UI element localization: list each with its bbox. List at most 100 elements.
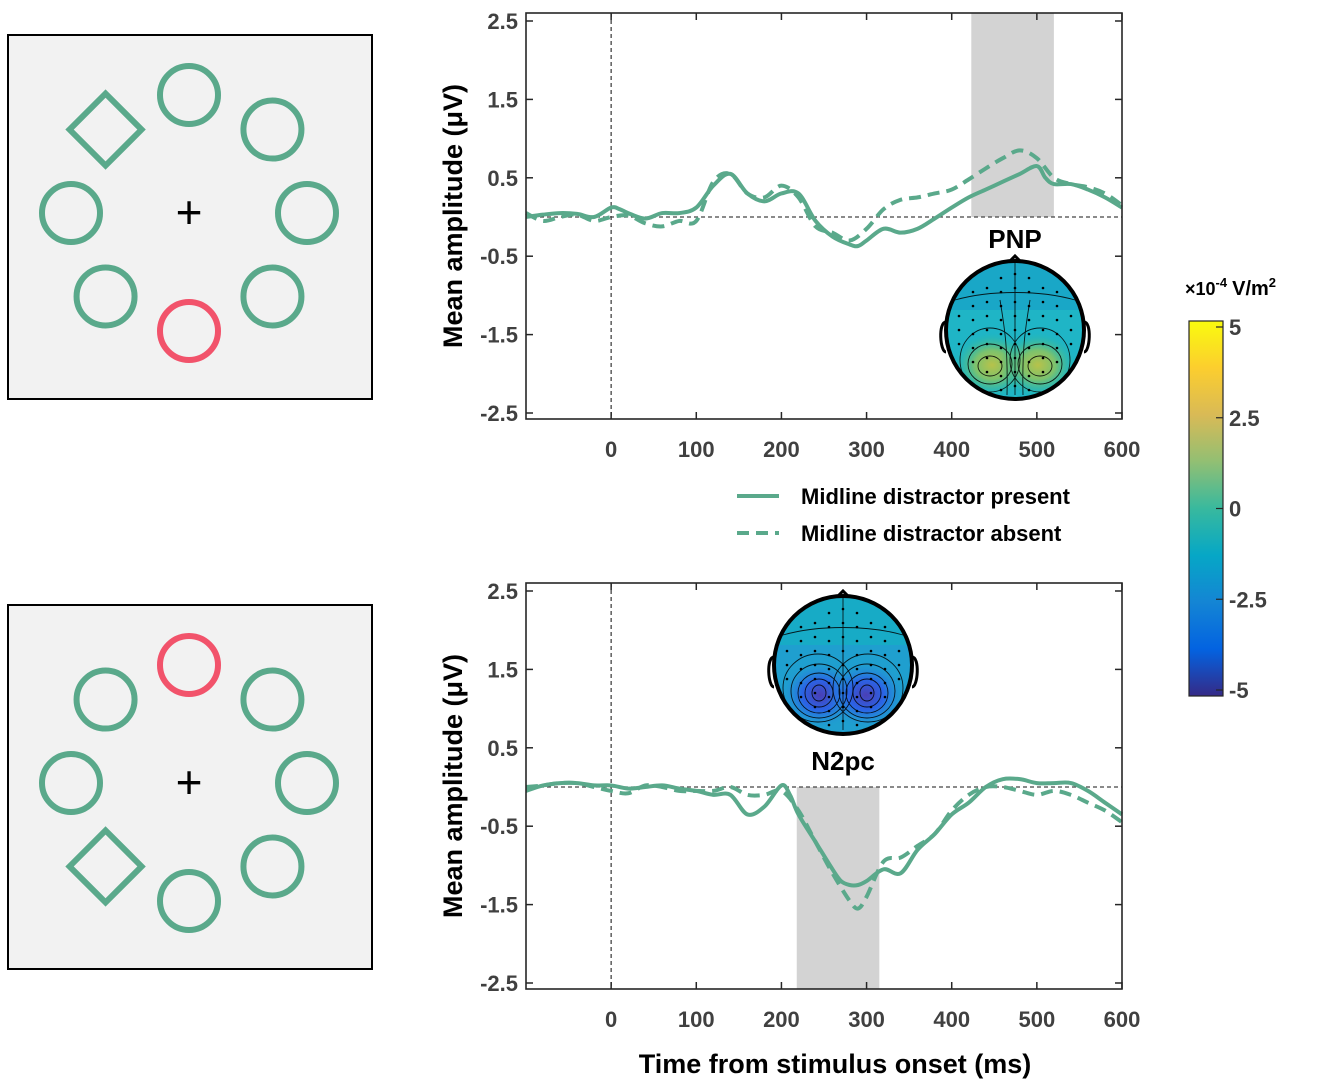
stimulus-circle (240, 97, 305, 162)
electrode-dot (813, 705, 817, 709)
electrode-dot (869, 649, 873, 653)
electrode-dot (1013, 300, 1017, 304)
electrode-dot (813, 635, 817, 639)
electrode-dot (827, 611, 831, 615)
electrode-dot (869, 705, 873, 709)
colorbar-tick-label: 0 (1229, 497, 1241, 522)
electrode-dot (1027, 318, 1031, 322)
electrode-dot (799, 695, 803, 699)
topo-label: N2pc (811, 746, 875, 776)
y-tick-label: -0.5 (480, 244, 518, 269)
ear-left-icon (939, 320, 947, 354)
electrode-dot (1013, 328, 1017, 332)
x-tick-label: 400 (933, 437, 970, 462)
x-tick-label: 600 (1104, 437, 1141, 462)
stimulus-circle (240, 264, 305, 329)
colorbar-tick-label: -5 (1229, 678, 1249, 703)
electrode-dot (855, 723, 859, 727)
electrode-dot (897, 649, 901, 653)
electrode-dot (855, 709, 859, 713)
electrode-dot (985, 300, 989, 304)
electrode-dot (855, 695, 859, 699)
stimulus-background (7, 604, 373, 970)
electrode-dot (841, 691, 845, 695)
electrode-dot (985, 342, 989, 346)
electrode-dot (841, 635, 845, 639)
x-tick-label: 500 (1018, 1007, 1055, 1032)
electrode-dot (1041, 342, 1045, 346)
electrode-dot (957, 342, 961, 346)
electrode-dot (855, 667, 859, 671)
electrode-dot (999, 304, 1003, 308)
electrode-dot (1069, 328, 1073, 332)
electrode-dot (1041, 356, 1045, 360)
electrode-dot (897, 663, 901, 667)
stimulus-target-circle (157, 299, 221, 363)
electrode-dot (999, 276, 1003, 280)
electrode-dot (827, 681, 831, 685)
electrode-dot (799, 625, 803, 629)
electrode-dot (827, 723, 831, 727)
electrode-dot (841, 621, 845, 625)
stimulus-background (7, 34, 373, 400)
y-tick-label: 2.5 (487, 579, 518, 604)
electrode-dot (841, 719, 845, 723)
electrode-dot (1055, 304, 1059, 308)
electrode-dot (883, 681, 887, 685)
stimulus-diamond (65, 89, 146, 170)
electrode-dot (813, 621, 817, 625)
stimulus-circle (157, 63, 221, 127)
electrode-dot (1069, 314, 1073, 318)
electrode-dot (1027, 374, 1031, 378)
electrode-dot (785, 663, 789, 667)
stimulus-diamond (65, 826, 146, 907)
stimulus-circle (240, 667, 305, 732)
stimulus-circle (275, 751, 339, 815)
electrode-dot (855, 653, 859, 657)
electrode-dot (799, 667, 803, 671)
electrode-dot (883, 625, 887, 629)
electrode-dot (827, 709, 831, 713)
electrode-dot (869, 677, 873, 681)
electrode-dot (1027, 360, 1031, 364)
stimulus-panel-bottom: + (7, 604, 373, 970)
legend: Midline distractor present Midline distr… (737, 484, 1071, 546)
axis-ticks: 0 100 200 300 400 500 600 2.5 1.5 0.5 -0.5 -1.5 -2.5 (480, 579, 1140, 1032)
legend-label-absent: Midline distractor absent (801, 521, 1062, 546)
colorbar: ×10-4 V/m2 5 2.5 0 -2.5 -5 (1185, 275, 1276, 703)
fixation-cross: + (176, 186, 203, 238)
electrode-dot (957, 314, 961, 318)
topo-label: PNP (988, 224, 1041, 254)
electrode-dot (841, 607, 845, 611)
electrode-dot (999, 360, 1003, 364)
colorbar-tick-label: 2.5 (1229, 406, 1260, 431)
stimulus-circle (39, 751, 103, 815)
topography-n2pc: N2pc (767, 588, 919, 776)
electrode-dot (785, 649, 789, 653)
electrode-dot (985, 314, 989, 318)
electrode-dot (869, 621, 873, 625)
electrode-dot (1055, 290, 1059, 294)
electrode-dot (999, 332, 1003, 336)
colorbar-tick-label: 5 (1229, 315, 1241, 340)
electrode-dot (785, 677, 789, 681)
electrode-dot (855, 639, 859, 643)
y-tick-label: -2.5 (480, 971, 518, 996)
x-tick-label: 400 (933, 1007, 970, 1032)
series-line-present (525, 776, 1124, 888)
electrode-dot (1027, 346, 1031, 350)
electrode-dot (869, 663, 873, 667)
electrode-dot (813, 663, 817, 667)
electrode-dot (999, 388, 1003, 392)
head-outline (772, 594, 914, 736)
erp-chart-n2pc: 0 100 200 300 400 500 600 2.5 1.5 0.5 -0.5 -1.5 -2.5… (438, 579, 1140, 1079)
x-tick-label: 200 (763, 437, 800, 462)
series-lines (525, 148, 1124, 249)
electrode-dot (799, 681, 803, 685)
stimulus-circle (73, 667, 138, 732)
stimulus-circle (73, 264, 138, 329)
electrode-dot (999, 290, 1003, 294)
stimulus-items (39, 63, 339, 363)
electrode-dot (999, 346, 1003, 350)
